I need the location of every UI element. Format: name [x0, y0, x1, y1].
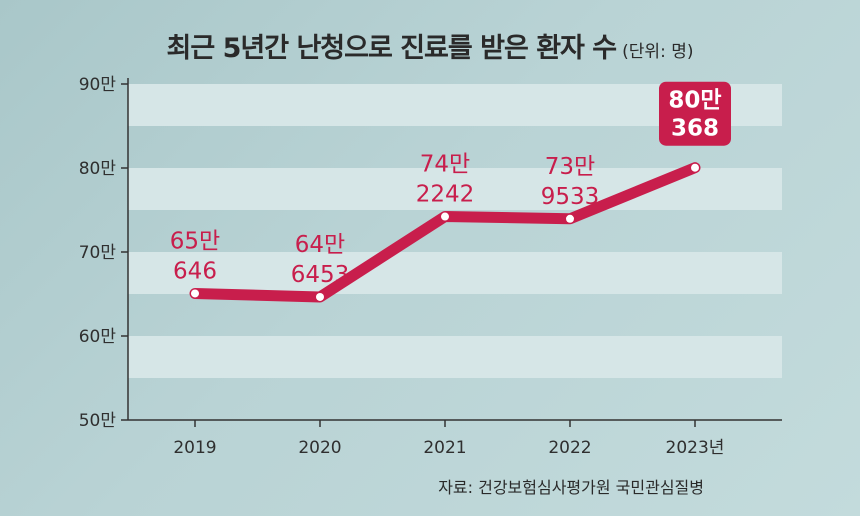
highlight-label-box — [659, 81, 731, 146]
data-point — [441, 212, 449, 221]
y-tick-label: 50만 — [79, 411, 117, 431]
y-tick-label: 60만 — [79, 327, 117, 347]
data-point — [566, 214, 574, 223]
x-tick-label: 2019 — [173, 438, 216, 458]
grid-bands — [128, 84, 782, 378]
chart-title: 최근 5년간 난청으로 진료를 받은 환자 수 (단위: 명) — [0, 26, 860, 65]
data-label-line1: 74만 — [420, 152, 470, 178]
y-tick-label: 90만 — [79, 75, 117, 95]
y-axis-ticks: 50만 60만 70만 80만 90만 — [79, 75, 128, 431]
data-label-line1: 80만 — [668, 88, 721, 114]
data-label-line1: 65만 — [170, 228, 220, 254]
data-point — [316, 292, 324, 301]
x-tick-label: 2022 — [548, 438, 591, 458]
data-label-line2: 2242 — [416, 182, 475, 208]
data-label-line1: 64만 — [295, 232, 345, 258]
data-label-line1: 73만 — [545, 154, 595, 180]
grid-band — [128, 252, 782, 294]
data-point — [191, 289, 199, 298]
x-tick-label: 2023년 — [666, 438, 725, 458]
data-label-line2: 9533 — [541, 184, 600, 210]
source-note: 자료: 건강보험심사평가원 국민관심질병 — [438, 478, 704, 497]
data-point — [691, 163, 699, 172]
x-axis-ticks: 2019 2020 2021 2022 2023년 — [173, 420, 724, 458]
data-label-line2: 646 — [173, 258, 217, 284]
data-label-line2: 368 — [671, 116, 719, 142]
y-tick-label: 70만 — [79, 243, 117, 263]
x-tick-label: 2021 — [423, 438, 466, 458]
series-line-group — [189, 162, 701, 303]
data-label-line2: 6453 — [291, 262, 350, 288]
x-tick-label: 2020 — [298, 438, 341, 458]
grid-band — [128, 336, 782, 378]
chart-title-text: 최근 5년간 난청으로 진료를 받은 환자 수 — [166, 33, 618, 64]
y-tick-label: 80만 — [79, 159, 117, 179]
unit-note: (단위: 명) — [622, 42, 694, 62]
axes — [127, 78, 782, 421]
